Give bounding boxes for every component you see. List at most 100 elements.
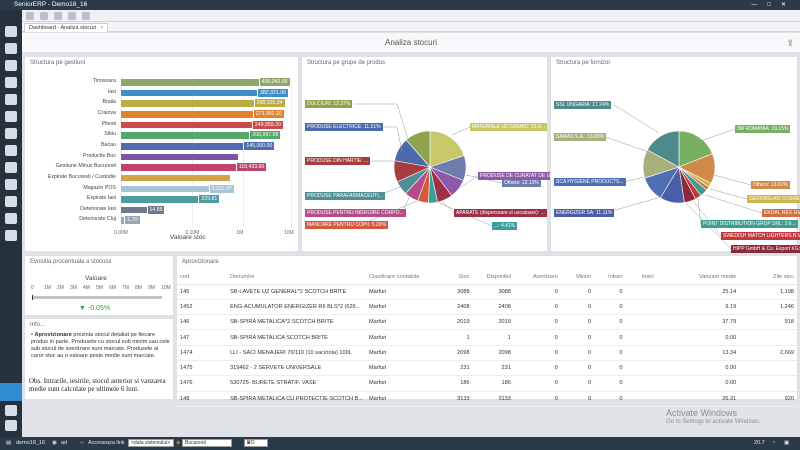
grupe-pie-slice[interactable]: [405, 130, 431, 168]
menu-icon[interactable]: [5, 26, 17, 37]
column-header[interactable]: Clasificare contabila: [366, 270, 442, 285]
furnizor-leader-line: [709, 188, 748, 200]
table-cell: 3088: [441, 284, 473, 300]
gestiuni-bar[interactable]: [121, 132, 250, 139]
gestiuni-bar[interactable]: [121, 174, 230, 182]
bank-icon[interactable]: [5, 77, 17, 88]
user-name[interactable]: ad: [61, 440, 68, 446]
gestiuni-bar[interactable]: [121, 206, 147, 214]
column-header[interactable]: Stoc: [441, 270, 473, 285]
table-row[interactable]: 148 SB-SPIRA METALICA CU PROTECTIE SCOTCH…: [177, 391, 797, 407]
table-row[interactable]: 146 SB-SPIRA METALICA*2 SCOTCH BRITE Marfu…: [177, 314, 797, 331]
column-header[interactable]: Zile stoc: [739, 270, 797, 285]
table-cell: [739, 329, 797, 346]
gestiuni-category-label: Deteriorate Iasi: [80, 205, 116, 212]
table-cell: 0: [560, 314, 595, 331]
gestiuni-bar[interactable]: [121, 79, 259, 86]
table-row[interactable]: 147 SB-SPIRA METALICA SCOTCH BRITE Marfuri…: [177, 329, 797, 346]
furnizor-pie-slice[interactable]: [646, 130, 680, 168]
column-header[interactable]: Denumire: [227, 270, 366, 285]
furnizor-slice-label: SAMAS S.A.: 13.00%: [554, 133, 607, 141]
furnizor-leader-line: [704, 194, 763, 214]
chart-icon[interactable]: [5, 179, 17, 190]
maximize-button[interactable]: □: [767, 2, 781, 8]
gestiuni-bar[interactable]: [121, 164, 236, 171]
notification-icon[interactable]: ◔: [772, 440, 776, 446]
table-cell: 0: [560, 329, 595, 346]
column-header[interactable]: Vanzare medie: [656, 270, 740, 285]
grupe-slice-label: PRODUSE DE CURATAT DE UZ C...: [478, 172, 565, 180]
gestiuni-bar[interactable]: [121, 153, 239, 161]
grupe-slice-label: ...: 4.41%: [492, 222, 518, 230]
watermark-line2: Go to Settings to activate Windows.: [666, 419, 761, 425]
table-cell: 231: [472, 360, 514, 377]
column-header[interactable]: Intrari: [594, 270, 626, 285]
table-row[interactable]: 1475 319462 - 2 SERVETE UNIVERSALE Marfuri…: [177, 360, 797, 377]
table-row[interactable]: 1476 530725- BURETE STRATIF. VASE Marfuri 1…: [177, 375, 797, 392]
gestiuni-bar[interactable]: [121, 196, 199, 203]
column-header[interactable]: Avertizare: [513, 270, 561, 285]
building-icon[interactable]: [5, 162, 17, 173]
gestiuni-bar[interactable]: [121, 217, 125, 225]
toolbar-home-icon[interactable]: [26, 12, 34, 20]
tab-dashboard[interactable]: Dashboard - Analiza stocuri ×: [24, 23, 109, 32]
info-bullet-text: prezinta stocul detaliat pe fiecare prod…: [31, 332, 170, 359]
folder-icon[interactable]: [5, 60, 17, 71]
grupe-pie-slice[interactable]: [429, 130, 465, 168]
column-header[interactable]: Minim: [560, 270, 595, 285]
column-header[interactable]: Iesiri: [625, 270, 657, 285]
furnizor-pie-slice[interactable]: [678, 130, 713, 168]
toolbar-more-icon[interactable]: [82, 12, 90, 20]
window-titlebar: SeniorERP - Demo18_16 —□✕: [0, 0, 800, 10]
furnizor-slice-label: Others: 13.61%: [751, 181, 790, 189]
column-header[interactable]: Disponibil: [472, 270, 514, 285]
table-row[interactable]: 145 SB-LAVETE UZ GENERAL*2 SCOTCH BRITE Ma…: [177, 284, 797, 300]
furnizor-leader-line: [692, 200, 722, 237]
lock-icon[interactable]: ▣: [784, 440, 790, 446]
gestiuni-bar[interactable]: [121, 185, 209, 193]
gear-icon[interactable]: [5, 405, 17, 416]
gestiuni-bar[interactable]: [121, 121, 252, 129]
users-icon[interactable]: [5, 43, 17, 54]
cart-icon[interactable]: [5, 94, 17, 105]
city-selector[interactable]: Bucuresti: [182, 439, 232, 447]
table-cell: 3088: [472, 284, 514, 300]
home-icon[interactable]: [0, 383, 22, 401]
report-icon[interactable]: [5, 420, 17, 431]
version: 20.7: [754, 440, 765, 446]
tag-icon[interactable]: [5, 128, 17, 139]
table-row[interactable]: 1474 LLI - SACI MENAJERI 70/110 (10 saci/…: [177, 345, 797, 361]
truck-icon[interactable]: [5, 213, 17, 224]
gestiuni-bar[interactable]: [121, 100, 254, 107]
toolbar-edit-icon[interactable]: [54, 12, 62, 20]
document-icon[interactable]: [5, 230, 17, 241]
table-cell: 0: [513, 345, 561, 361]
box-icon[interactable]: [5, 111, 17, 122]
grupe-leader-line: [451, 126, 471, 136]
toolbar-settings-icon[interactable]: [68, 12, 76, 20]
access-link[interactable]: Acceseaza link: [88, 440, 125, 446]
tab-close-icon[interactable]: ×: [100, 25, 104, 31]
furnizor-leader-line: [700, 128, 736, 142]
gestiuni-bar[interactable]: [121, 89, 257, 97]
share-icon[interactable]: ⇪: [786, 38, 794, 48]
wallet-icon[interactable]: [5, 145, 17, 156]
gestiuni-bar[interactable]: [121, 110, 253, 118]
factory-icon[interactable]: [5, 196, 17, 207]
column-header[interactable]: cod: [177, 270, 228, 285]
gestiuni-category-label: Magazin POS: [83, 184, 116, 191]
gestiuni-bar[interactable]: [121, 142, 244, 150]
toolbar-refresh-icon[interactable]: [40, 12, 48, 20]
date-selector[interactable]: <data sistemului>: [128, 439, 174, 447]
table-cell: [739, 360, 797, 377]
table-cell: 1452: [177, 299, 228, 316]
gestiuni-value-label: 382,321.06: [258, 88, 288, 97]
window-controls[interactable]: —□✕: [751, 0, 796, 10]
table-cell: 530725- BURETE STRATIF. VASE: [227, 375, 366, 392]
minimize-button[interactable]: —: [751, 2, 768, 8]
furnizor-leader-line: [604, 136, 650, 153]
language-selector[interactable]: ■ RO: [244, 439, 268, 447]
table-cell: Marfuri: [366, 375, 442, 392]
table-row[interactable]: 1452 ENG-ACUMULATOR ENERGIZER R6 BLS*2 (6…: [177, 299, 797, 316]
close-window-button[interactable]: ✕: [780, 2, 796, 8]
